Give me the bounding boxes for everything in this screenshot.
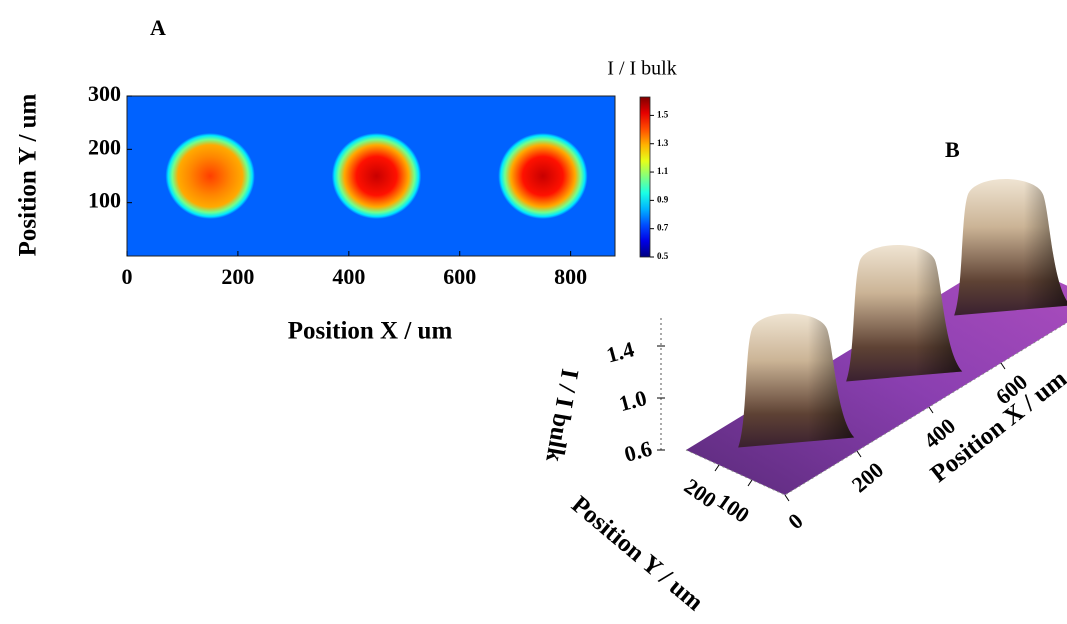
colorbar-tick-label: 0.5	[657, 251, 669, 261]
colorbar-tick-label: 0.9	[657, 194, 669, 204]
colorbar	[639, 96, 651, 258]
plot-frame	[126, 95, 616, 257]
x-tick-label: 800	[554, 264, 587, 289]
x-tick-label: 800	[1063, 325, 1067, 365]
z-axis-label: I / I bulk	[540, 367, 583, 464]
z-tick-label: 1.0	[616, 385, 649, 416]
plots: A 0 200 400 600 800 100 200 300 Position X / um Po…	[15, 15, 1067, 616]
x-tick-label: 400	[332, 264, 365, 289]
panel-label: B	[945, 137, 960, 162]
colorbar-tick-label: 1.3	[657, 138, 669, 148]
y-tick-label: 100	[88, 188, 121, 213]
x-tick-label: 0	[783, 508, 807, 534]
x-tick	[1000, 362, 1006, 370]
colorbar-tick-label: 1.1	[657, 166, 669, 176]
panel-label: A	[150, 15, 166, 40]
colorbar-label: I / I bulk	[607, 58, 676, 80]
x-tick	[856, 450, 862, 458]
y-tick	[714, 464, 720, 472]
x-tick-label: 600	[443, 264, 476, 289]
z-tick-label: 1.4	[604, 336, 637, 367]
y-axis-label: Position Y / um	[566, 491, 708, 616]
x-tick-label: 200	[847, 457, 888, 497]
y-axis-label: Position Y / um	[15, 93, 42, 256]
spot	[165, 132, 255, 220]
colorbar-tick-label: 0.7	[657, 223, 669, 233]
spot	[498, 132, 588, 220]
colorbar-tick-label: 1.5	[657, 109, 669, 119]
z-tick-label: 0.6	[622, 436, 655, 467]
x-tick-label: 0	[122, 264, 133, 289]
y-tick-label: 300	[88, 81, 121, 106]
peak-shade	[738, 313, 855, 448]
peak-shade	[846, 245, 963, 382]
spot	[331, 132, 422, 220]
y-tick	[747, 479, 753, 487]
x-axis-label: Position X / um	[288, 318, 453, 345]
peak-shade	[954, 179, 1067, 316]
y-tick-label: 200	[88, 134, 121, 159]
x-tick-label: 200	[221, 264, 254, 289]
x-tick	[928, 406, 934, 414]
x-tick	[784, 494, 790, 502]
